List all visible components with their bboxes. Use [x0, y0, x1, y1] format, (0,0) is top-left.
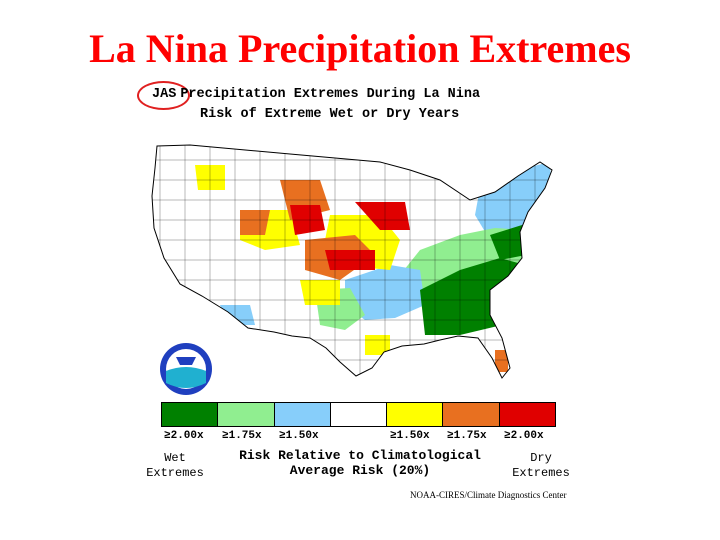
season-highlight-ring	[137, 81, 190, 110]
season-label: JAS	[152, 87, 177, 102]
region-southwest-dry	[300, 280, 340, 305]
legend-swatch-dry-2-00	[499, 403, 555, 426]
legend-tick-wet-1-50: ≥1.50x	[279, 430, 319, 442]
legend-title-line2: Average Risk (20%)	[289, 463, 431, 478]
legend-tick-wet-1-75: ≥1.75x	[222, 430, 262, 442]
wet-label-line1: Wet	[164, 451, 186, 465]
subtitle-text: Precipitation Extremes During La Nina	[180, 87, 481, 102]
legend-tick-wet-2-00: ≥2.00x	[164, 430, 204, 442]
noaa-logo	[160, 343, 212, 395]
legend-swatch-wet-2-00	[162, 403, 219, 426]
legend-tick-dry-2-00: ≥2.00x	[504, 430, 544, 442]
dry-label-line1: Dry	[530, 451, 552, 465]
region-gulf-dry	[365, 335, 390, 355]
region-virginia-wet	[490, 225, 526, 260]
region-florida-dry	[495, 350, 508, 372]
source-credit: NOAA-CIRES/Climate Diagnostics Center	[410, 490, 567, 500]
dry-label-line2: Extremes	[512, 466, 570, 480]
legend-swatch-neutral	[330, 403, 388, 426]
region-southwest-wet	[220, 305, 255, 325]
legend-swatch-dry-1-50	[387, 403, 444, 426]
legend-swatch-wet-1-75	[218, 403, 275, 426]
legend-wet-label: Wet Extremes	[140, 451, 210, 481]
region-idaho-dry	[240, 210, 270, 235]
legend-title: Risk Relative to Climatological Average …	[190, 448, 530, 478]
page-title: La Nina Precipitation Extremes	[89, 26, 631, 71]
legend-dry-label: Dry Extremes	[506, 451, 576, 481]
legend-color-bar	[161, 402, 556, 427]
map-subtitle-line1: JAS Precipitation Extremes During La Nina	[152, 87, 480, 102]
map-subtitle-line2: Risk of Extreme Wet or Dry Years	[200, 107, 460, 122]
legend-tick-dry-1-50: ≥1.50x	[390, 430, 430, 442]
us-precipitation-map	[151, 144, 553, 379]
legend-tick-dry-1-75: ≥1.75x	[447, 430, 487, 442]
legend-swatch-wet-1-50	[274, 403, 331, 426]
wet-label-line2: Extremes	[146, 466, 204, 480]
legend-title-line1: Risk Relative to Climatological	[239, 448, 481, 463]
legend-swatch-dry-1-75	[443, 403, 500, 426]
region-upper-midwest-dry	[355, 202, 410, 230]
